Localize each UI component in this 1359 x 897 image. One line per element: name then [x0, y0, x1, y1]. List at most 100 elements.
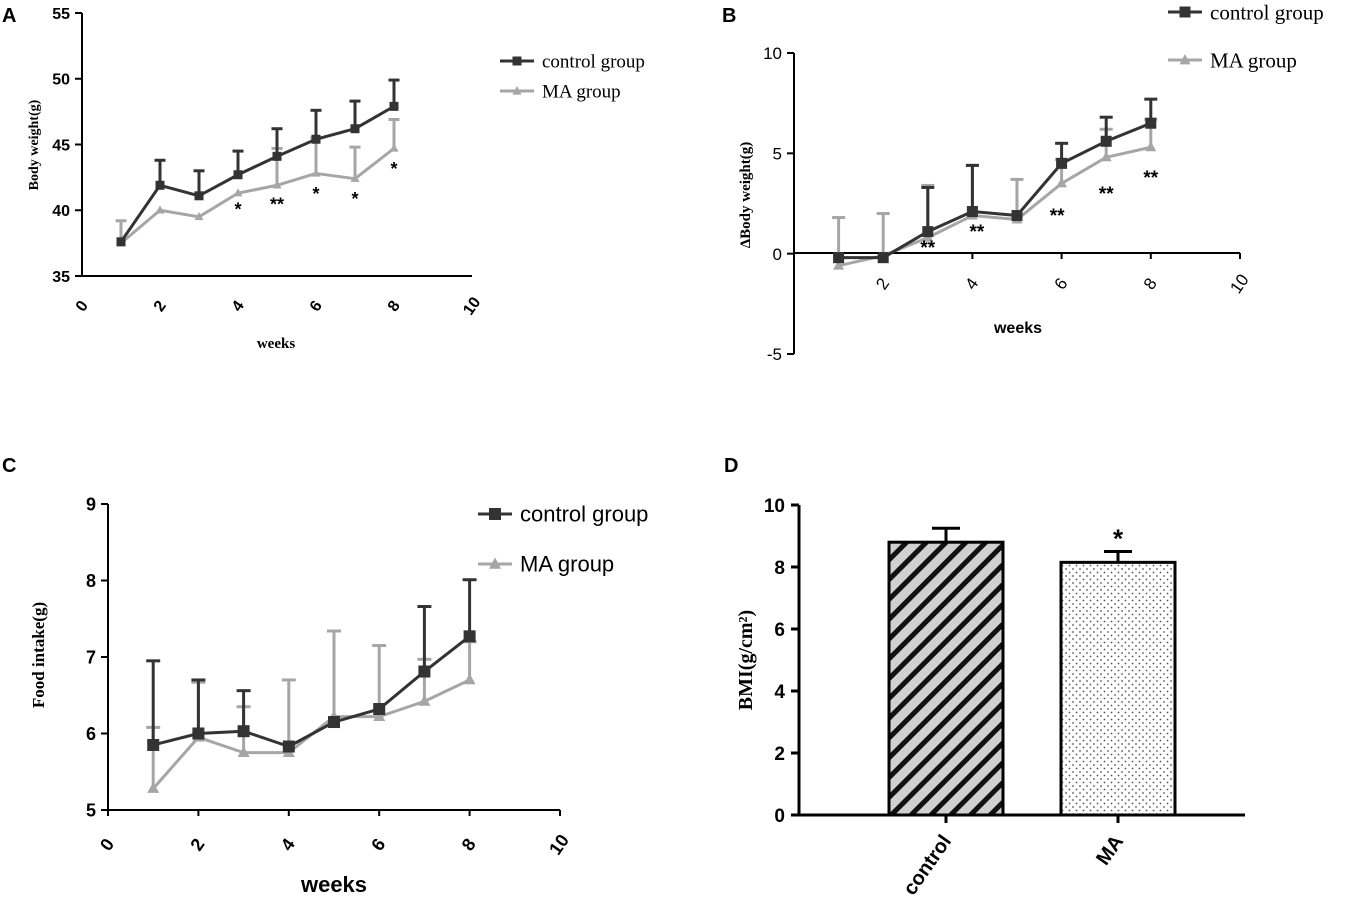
- control-data-point: [237, 725, 250, 738]
- y-tick-label: 40: [52, 203, 70, 220]
- x-tick-label: 6: [1051, 275, 1072, 294]
- control-data-point: [833, 252, 845, 264]
- significance-marker: *: [351, 189, 358, 209]
- significance-marker: **: [1099, 184, 1114, 205]
- ma-data-point: [418, 694, 431, 706]
- x-tick-label: 8: [1140, 275, 1161, 294]
- ma-data-point: [1100, 151, 1112, 162]
- ma-data-point: [155, 205, 165, 214]
- panel-letter-c: C: [2, 455, 16, 477]
- control-data-point: [233, 170, 243, 180]
- panel-c-food-intake-chart: weeks Food intake(g) 5 6 7 8 9 0 2 4 6 8 10 control…: [29, 494, 648, 897]
- y-tick-label: 9: [86, 494, 96, 514]
- control-data-point: [1056, 157, 1068, 169]
- panel-letter-b: B: [722, 5, 736, 27]
- bar-ma: [1059, 560, 1177, 817]
- y-tick-label: 7: [86, 647, 96, 667]
- y-tick-label: 6: [86, 724, 96, 744]
- y-tick-label: 5: [773, 144, 782, 163]
- control-series-line: [152, 635, 471, 749]
- y-tick-label: 0: [773, 245, 782, 264]
- control-data-point: [282, 740, 295, 753]
- significance-marker: **: [1050, 206, 1065, 227]
- x-tick-label: 2: [151, 298, 170, 315]
- ma-data-point: [147, 782, 160, 793]
- panel-letter-a: A: [2, 5, 16, 27]
- y-tick-label: 8: [86, 571, 96, 591]
- panel-letter-d: D: [724, 455, 738, 477]
- ma-data-point: [1145, 141, 1157, 152]
- y-tick-label: 0: [774, 806, 785, 827]
- x-axis-label: weeks: [300, 872, 367, 897]
- y-tick-label: 8: [774, 558, 785, 579]
- significance-marker: **: [1143, 168, 1158, 189]
- significance-marker: **: [270, 194, 284, 214]
- significance-marker: *: [312, 184, 319, 204]
- significance-marker: **: [969, 222, 984, 243]
- y-tick-label: 6: [774, 620, 785, 641]
- y-tick-label: 55: [52, 6, 70, 23]
- ma-data-point: [350, 173, 360, 182]
- control-data-point: [311, 134, 321, 144]
- control-data-point: [966, 206, 978, 218]
- control-data-point: [1100, 135, 1112, 147]
- control-data-point: [328, 716, 340, 729]
- control-data-point: [922, 226, 934, 238]
- control-data-point: [272, 151, 282, 161]
- ma-data-point: [463, 673, 476, 685]
- control-data-point: [350, 124, 360, 134]
- legend-label: control group: [542, 52, 645, 73]
- x-tick-label: 10: [545, 831, 573, 859]
- x-tick-label: control: [899, 831, 956, 897]
- control-data-point: [877, 252, 889, 264]
- ma-data-point: [237, 746, 250, 757]
- control-data-point: [192, 727, 205, 740]
- ma-data-point: [272, 180, 282, 189]
- y-tick-label: 35: [52, 269, 70, 286]
- legend-label: MA group: [542, 82, 621, 103]
- legend-label: control group: [1210, 0, 1324, 24]
- panel-b-delta-body-weight-chart: weeks ΔBody weight(g) -5 0 5 10 2 4 6 8 10 ** ** **…: [738, 0, 1324, 364]
- y-tick-label: 5: [86, 800, 96, 820]
- significance-marker: *: [390, 159, 397, 179]
- x-tick-label: 8: [385, 298, 404, 315]
- x-tick-label: 10: [1226, 271, 1252, 297]
- x-axis-label: weeks: [257, 336, 295, 352]
- y-axis-label: Food intake(g): [29, 602, 48, 708]
- legend-triangle-marker: [1179, 53, 1191, 65]
- legend-label: control group: [520, 502, 648, 527]
- legend-label: MA group: [520, 552, 614, 577]
- y-tick-label: 50: [52, 72, 70, 89]
- significance-marker: *: [1113, 524, 1124, 554]
- y-tick-label: -5: [767, 345, 782, 364]
- y-tick-label: 4: [774, 682, 785, 703]
- ma-series-line: [838, 145, 1152, 268]
- bar-control: [887, 540, 1005, 817]
- y-tick-label: 45: [52, 137, 70, 154]
- x-tick-label: 0: [73, 298, 92, 315]
- x-tick-label: 2: [186, 835, 208, 855]
- legend-label: MA group: [1210, 48, 1297, 72]
- legend-square-marker: [489, 508, 501, 520]
- y-tick-label: 10: [763, 44, 782, 63]
- x-tick-label: 8: [458, 835, 480, 855]
- y-axis-label: Body weight(g): [27, 99, 42, 190]
- x-axis-label: weeks: [993, 320, 1042, 337]
- y-axis-label: BMI(g/cm²): [735, 610, 757, 710]
- legend-square-marker: [1179, 6, 1191, 18]
- x-tick-label: 4: [961, 275, 982, 294]
- x-tick-label: 4: [277, 835, 299, 855]
- y-tick-label: 2: [774, 744, 785, 765]
- ma-data-point: [373, 710, 386, 721]
- legend-triangle-marker: [489, 557, 501, 569]
- control-data-point: [1011, 210, 1023, 222]
- legend-triangle-marker: [512, 86, 522, 95]
- ma-data-point: [389, 143, 399, 152]
- control-data-point: [389, 101, 399, 111]
- ma-data-point: [233, 188, 243, 197]
- ma-series-line: [120, 147, 395, 245]
- legend-square-marker: [512, 56, 522, 66]
- control-data-point: [1145, 117, 1157, 129]
